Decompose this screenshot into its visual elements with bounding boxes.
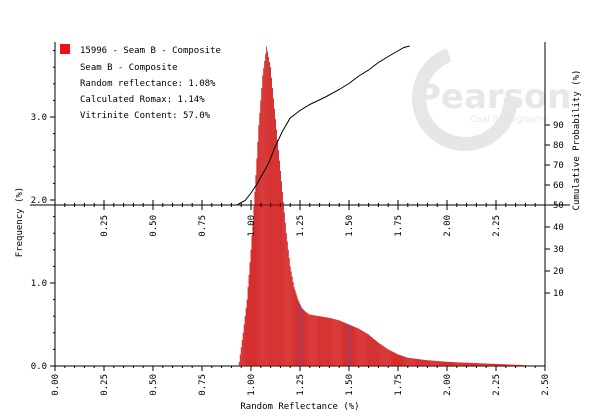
x-tick-label: 0.00	[51, 374, 61, 396]
legend-line-sample: Seam B - Composite	[80, 63, 178, 73]
y2-tick-label: 80	[553, 141, 564, 151]
mid-x-tick-label: 0.50	[149, 215, 159, 237]
x-tick-label: 0.75	[198, 374, 208, 396]
axis-ticks	[50, 50, 550, 371]
x-tick-label: 2.25	[492, 374, 502, 396]
y-tick-label: 3.0	[31, 113, 47, 123]
watermark-text: Pearson	[416, 77, 572, 117]
legend-swatch	[60, 44, 70, 54]
x-tick-label: 0.50	[149, 374, 159, 396]
y-tick-label: 1.0	[31, 279, 47, 289]
legend: 15996 - Seam B - Composite Seam B - Comp…	[60, 44, 221, 121]
watermark-subtext: Coal Petrography	[470, 115, 548, 125]
y2-tick-label: 70	[553, 161, 564, 171]
y2-tick-label: 10	[553, 289, 564, 299]
mid-x-tick-label: 1.50	[345, 215, 355, 237]
x-tick-label: 1.50	[345, 374, 355, 396]
y2-tick-label: 60	[553, 181, 564, 191]
axis-tick-labels: 0.00 0.25 0.50 0.75 1.00 1.25 1.50 1.75 2.00 2.25…	[31, 113, 564, 396]
x-tick-label: 1.00	[247, 374, 257, 396]
legend-line-romax: Calculated Romax: 1.14%	[80, 95, 205, 105]
y2-tick-label: 50	[553, 201, 564, 211]
watermark: Pearson Coal Petrography	[412, 45, 572, 151]
y2-tick-label: 90	[553, 121, 564, 131]
mid-x-tick-label: 1.75	[394, 215, 404, 237]
mid-x-tick-label: 2.25	[492, 215, 502, 237]
x-axis-title: Random Reflectance (%)	[240, 402, 359, 412]
x-tick-label: 1.75	[394, 374, 404, 396]
x-tick-label: 2.00	[443, 374, 453, 396]
frequency-bars	[238, 46, 526, 366]
y2-axis-title: Cumulative Probability (%)	[572, 70, 582, 211]
mid-x-tick-label: 2.00	[443, 215, 453, 237]
mid-x-tick-label: 0.25	[100, 215, 110, 237]
y2-tick-label: 40	[553, 223, 564, 233]
x-tick-label: 1.25	[296, 374, 306, 396]
x-tick-label: 0.25	[100, 374, 110, 396]
y-tick-label: 0.0	[31, 362, 47, 372]
x-tick-label: 2.50	[541, 374, 551, 396]
legend-line-vitrinite: Vitrinite Content: 57.0%	[80, 111, 211, 121]
mid-x-tick-label: 1.25	[296, 215, 306, 237]
y-axis-title: Frequency (%)	[15, 187, 25, 257]
legend-series-label: 15996 - Seam B - Composite	[80, 46, 221, 56]
y2-tick-label: 20	[553, 267, 564, 277]
cumulative-probability-curve	[237, 45, 410, 206]
y-tick-label: 2.0	[31, 196, 47, 206]
legend-line-random-reflectance: Random reflectance: 1.08%	[80, 79, 216, 89]
y2-tick-label: 30	[553, 245, 564, 255]
mid-x-tick-label: 1.00	[247, 215, 257, 237]
mid-x-tick-label: 0.75	[198, 215, 208, 237]
watermark-ring	[412, 45, 518, 151]
